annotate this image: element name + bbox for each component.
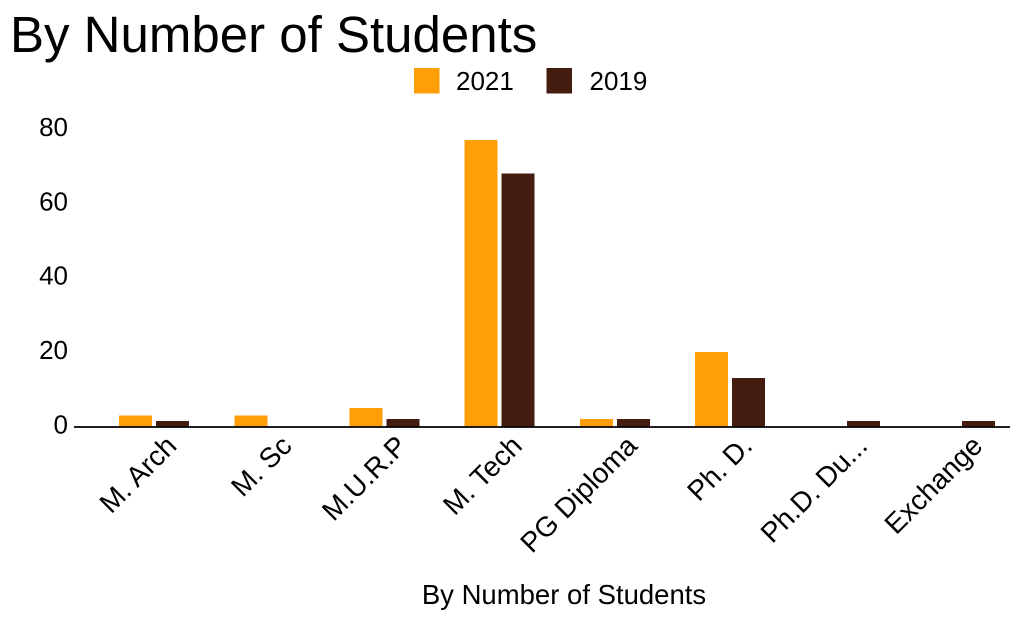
legend-label-2019: 2019: [590, 66, 648, 96]
bar-M.U.R.P-2021[interactable]: [349, 407, 383, 428]
legend-swatch-2021: [414, 68, 440, 94]
bar-PG Diploma-2021[interactable]: [579, 419, 613, 428]
bar-PG Diploma-2019[interactable]: [616, 419, 650, 428]
x-tick-label-Ph.D. Du...: Ph.D. Du...: [755, 430, 874, 549]
x-tick-label-Exchange: Exchange: [878, 430, 988, 540]
x-tick-label-M. Arch: M. Arch: [93, 430, 182, 519]
bar-Ph. D.-2019[interactable]: [731, 378, 765, 428]
x-axis-title: By Number of Students: [422, 579, 706, 610]
bar-Ph. D.-2021[interactable]: [694, 352, 728, 428]
y-tick-label-80: 80: [39, 112, 68, 142]
x-tick-label-PG Diploma: PG Diploma: [514, 430, 643, 559]
bar-groups: [119, 140, 996, 428]
legend: 2021 2019: [414, 66, 647, 96]
y-tick-label-40: 40: [39, 261, 68, 291]
bar-Exchange-2019[interactable]: [962, 420, 996, 428]
bar-M.U.R.P-2019[interactable]: [386, 419, 420, 428]
bar-M. Arch-2021[interactable]: [119, 415, 153, 428]
y-axis-tick-labels: 0 20 40 60 80: [39, 112, 68, 440]
bar-M. Sc-2021[interactable]: [234, 415, 268, 428]
x-tick-label-Ph. D.: Ph. D.: [681, 430, 758, 507]
legend-swatch-2019: [546, 68, 572, 94]
x-tick-label-M. Tech: M. Tech: [437, 430, 528, 521]
y-tick-label-20: 20: [39, 335, 68, 365]
x-tick-label-M.U.R.P: M.U.R.P: [316, 430, 413, 527]
chart-title: By Number of Students: [10, 6, 537, 63]
bar-M. Arch-2019[interactable]: [156, 420, 190, 428]
bar-M. Tech-2019[interactable]: [501, 173, 535, 428]
bar-Ph.D. Du...-2019[interactable]: [847, 420, 881, 428]
bar-M. Tech-2021[interactable]: [464, 140, 498, 428]
y-tick-label-60: 60: [39, 186, 68, 216]
y-tick-label-0: 0: [54, 410, 68, 440]
x-tick-label-M. Sc: M. Sc: [225, 430, 298, 503]
legend-label-2021: 2021: [456, 66, 514, 96]
